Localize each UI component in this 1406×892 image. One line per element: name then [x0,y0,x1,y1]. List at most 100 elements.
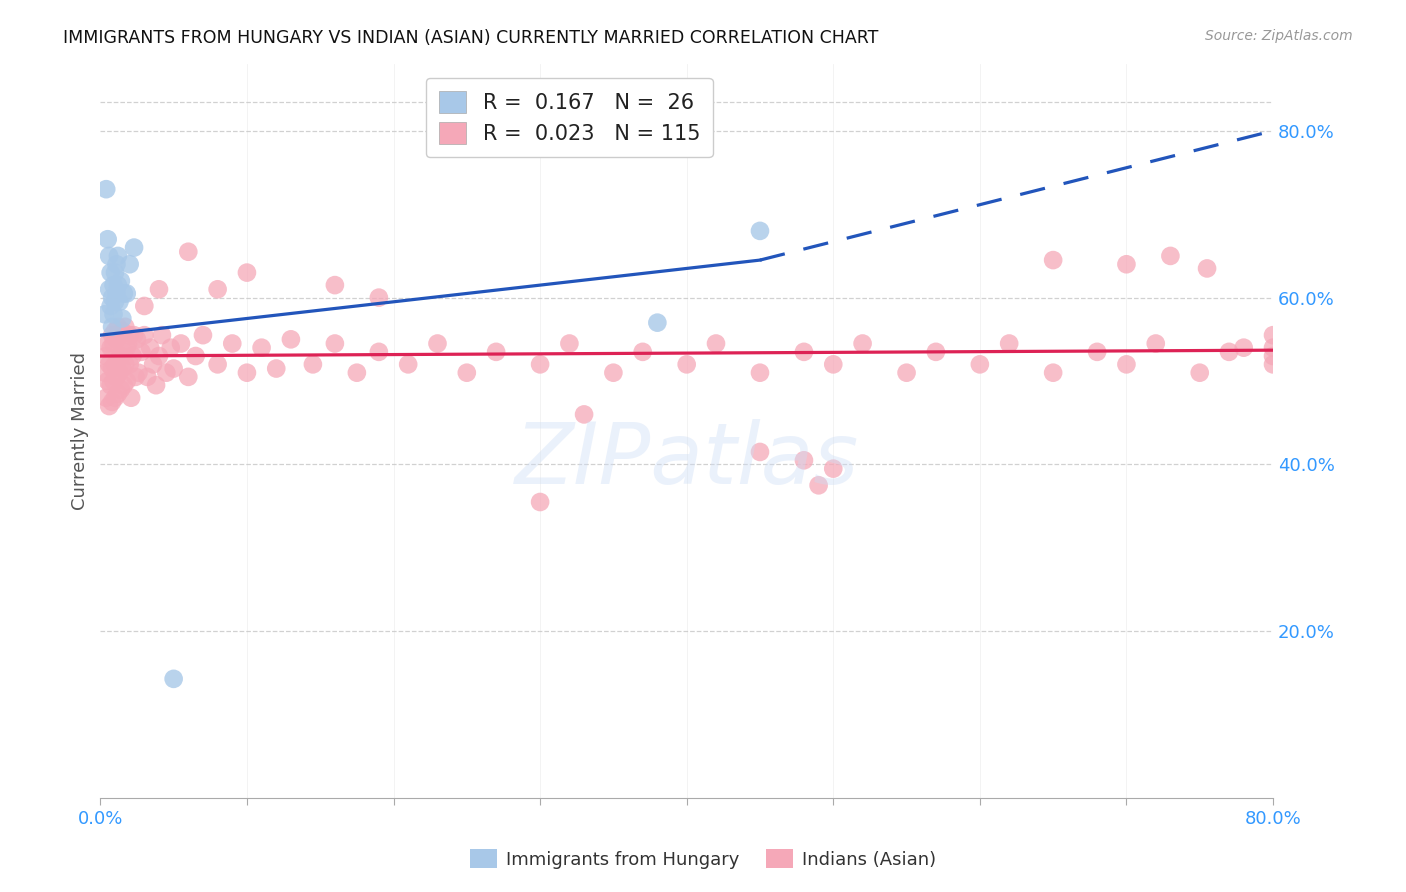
Point [749,224,772,238]
Point [852,336,875,351]
Point [97,374,120,388]
Point [104,324,127,338]
Point [107,319,129,334]
Point [323,278,346,293]
Point [104,294,127,309]
Point [103,374,125,388]
Point [485,344,508,359]
Point [793,453,815,467]
Y-axis label: Currently Married: Currently Married [72,352,89,510]
Point [107,353,129,368]
Point [1261,328,1284,343]
Point [807,478,830,492]
Point [184,349,207,363]
Point [105,332,128,346]
Point [94,307,117,321]
Point [110,274,132,288]
Point [177,244,200,259]
Point [125,332,148,346]
Point [177,370,200,384]
Point [1188,366,1211,380]
Point [236,366,259,380]
Point [115,341,138,355]
Point [104,266,127,280]
Point [1144,336,1167,351]
Point [155,366,177,380]
Legend: Immigrants from Hungary, Indians (Asian): Immigrants from Hungary, Indians (Asian) [463,842,943,876]
Point [823,357,845,371]
Point [207,357,229,371]
Point [1115,257,1137,271]
Point [112,286,135,301]
Point [236,266,259,280]
Point [163,361,186,376]
Point [96,349,118,363]
Point [426,336,449,351]
Point [100,299,122,313]
Point [112,378,135,392]
Point [101,361,124,376]
Point [101,319,124,334]
Point [94,366,117,380]
Point [96,182,118,196]
Point [148,282,170,296]
Point [103,336,125,351]
Point [97,336,120,351]
Point [111,324,134,338]
Point [1159,249,1181,263]
Point [131,344,153,359]
Point [456,366,478,380]
Point [170,336,193,351]
Point [148,349,170,363]
Point [115,374,138,388]
Point [150,328,173,343]
Point [1218,344,1240,359]
Point [1261,341,1284,355]
Point [207,282,229,296]
Point [103,278,125,293]
Point [104,357,127,371]
Point [925,344,948,359]
Point [98,399,121,413]
Point [105,257,128,271]
Point [323,336,346,351]
Point [704,336,727,351]
Point [107,278,129,293]
Point [120,391,142,405]
Point [139,341,162,355]
Point [163,672,186,686]
Point [110,383,132,397]
Point [793,344,815,359]
Point [122,328,145,343]
Point [101,395,124,409]
Point [98,249,121,263]
Point [1085,344,1108,359]
Point [749,445,772,459]
Point [529,495,551,509]
Point [97,232,120,246]
Point [572,408,595,422]
Point [896,366,918,380]
Point [823,461,845,475]
Point [1115,357,1137,371]
Point [110,349,132,363]
Point [396,357,419,371]
Point [134,328,156,343]
Point [346,366,368,380]
Point [1042,366,1064,380]
Legend: R =  0.167   N =  26, R =  0.023   N = 115: R = 0.167 N = 26, R = 0.023 N = 115 [426,78,713,157]
Point [191,328,214,343]
Point [145,378,167,392]
Point [101,328,124,343]
Point [118,257,141,271]
Point [675,357,697,371]
Point [221,336,243,351]
Point [100,378,122,392]
Point [1042,253,1064,268]
Point [367,291,389,305]
Point [122,241,145,255]
Point [749,366,772,380]
Point [602,366,624,380]
Point [111,311,134,326]
Point [159,341,181,355]
